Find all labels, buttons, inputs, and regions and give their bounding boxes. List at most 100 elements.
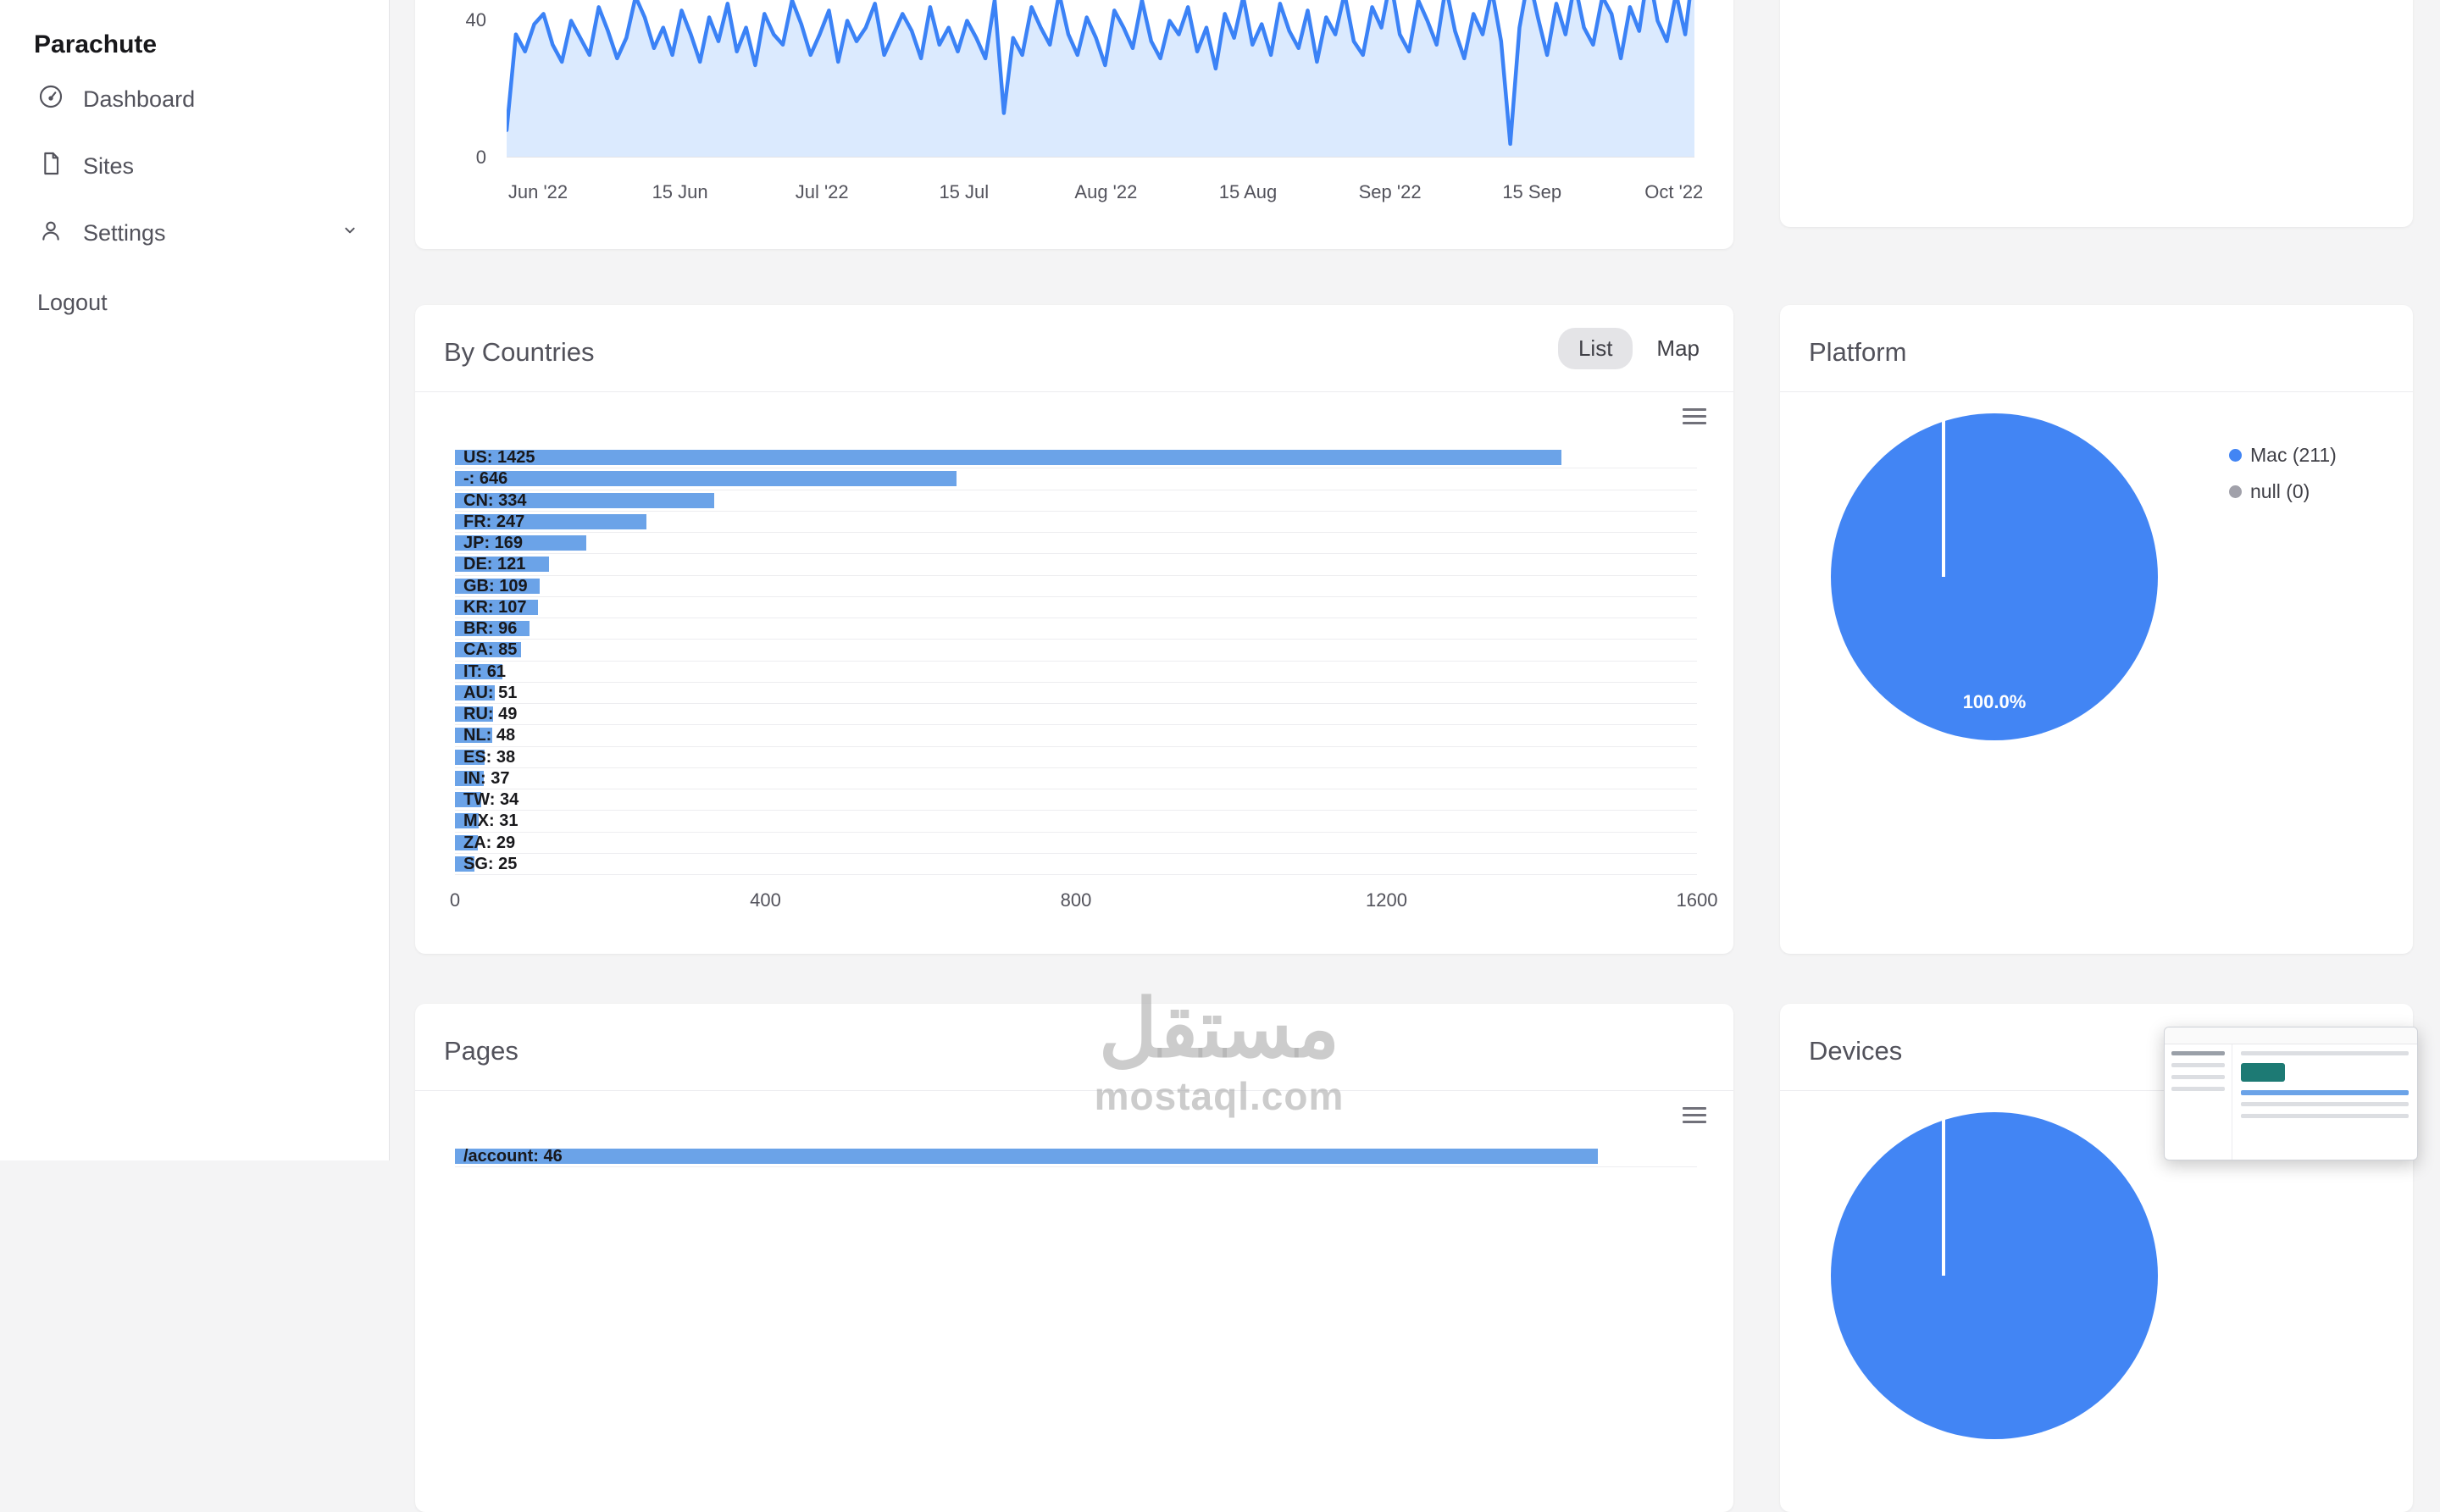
x-tick-label: 1600 <box>1676 889 1718 911</box>
x-tick-label: 15 Sep <box>1502 181 1562 202</box>
platform-legend: Mac (211) null (0) <box>2229 444 2337 517</box>
platform-pie-chart[interactable] <box>1831 413 2158 740</box>
bar <box>455 621 530 636</box>
thumbnail-main <box>2232 1044 2417 1160</box>
bar-row: CN: 334 <box>455 490 1697 512</box>
sidebar-item-label: Dashboard <box>83 86 196 112</box>
chevron-down-icon[interactable] <box>338 219 362 248</box>
x-axis-labels: Jun '22 15 Jun Jul '22 15 Jul Aug '22 15 Aug S… <box>415 181 1733 208</box>
visitors-area-chart[interactable] <box>507 0 1694 158</box>
card-title: By Countries <box>444 337 595 367</box>
x-tick-label: Aug '22 <box>1074 181 1138 202</box>
map-view-button[interactable]: Map <box>1656 335 1700 361</box>
chart-menu-icon[interactable] <box>1683 1107 1706 1127</box>
bar-label: RU: 49 <box>463 705 518 723</box>
card-header: Platform <box>1780 305 2413 392</box>
pie-slice-divider <box>1942 413 1945 577</box>
bar <box>455 770 484 786</box>
chart-menu-icon[interactable] <box>1683 408 1706 429</box>
x-tick-label: 800 <box>1060 889 1092 911</box>
bar-row: TW: 34 <box>455 789 1697 811</box>
bar <box>455 856 474 872</box>
thumbnail-body <box>2165 1044 2417 1160</box>
countries-bar-chart: US: 1425 -: 646 CN: 334 FR: 247 JP: 169 DE: 1… <box>455 447 1697 875</box>
bar-row: AU: 51 <box>455 683 1697 704</box>
brand-logo: Parachute <box>34 30 158 58</box>
bar-label: ES: 38 <box>463 747 516 767</box>
x-tick-label: Jun '22 <box>507 181 568 202</box>
bar <box>455 599 539 615</box>
card-title: Devices <box>1809 1036 1903 1066</box>
bar <box>455 513 647 529</box>
legend-label: Mac (211) <box>2250 444 2337 466</box>
bar-label: IN: 37 <box>463 768 510 788</box>
preview-thumbnail[interactable] <box>2164 1027 2418 1160</box>
bar-row: FR: 247 <box>455 512 1697 533</box>
bar-label: MX: 31 <box>463 811 518 831</box>
card-header: Devices <box>1780 1004 2413 1091</box>
main-content: 40 0 Jun '22 15 Jun Jul '22 15 Jul Aug '22 15 … <box>391 0 2440 1512</box>
bar-row: MX: 31 <box>455 811 1697 833</box>
visitors-chart-card: 40 0 Jun '22 15 Jun Jul '22 15 Jul Aug '22 15 … <box>415 0 1733 249</box>
bar-row: CA: 85 <box>455 640 1697 662</box>
x-tick-label: 0 <box>449 889 461 911</box>
top-right-card <box>1780 0 2413 227</box>
bar-row: SG: 25 <box>455 854 1697 875</box>
x-tick-label: Sep '22 <box>1358 181 1422 202</box>
bar-label: KR: 107 <box>463 597 527 617</box>
logout-button[interactable]: Logout <box>37 289 108 315</box>
bar-row: NL: 48 <box>455 725 1697 747</box>
legend-item: Mac (211) <box>2229 444 2337 467</box>
devices-pie-chart[interactable] <box>1831 1112 2158 1439</box>
card-title: Platform <box>1809 337 1907 367</box>
bar-row: ES: 38 <box>455 747 1697 768</box>
bar-label: JP: 169 <box>463 534 524 552</box>
bar-label: ZA: 29 <box>463 833 516 852</box>
sidebar: Parachute Dashboard Sites Settings Logou… <box>0 0 390 1160</box>
bar <box>455 663 502 679</box>
bar-label: TW: 34 <box>463 790 519 809</box>
bar <box>455 728 492 744</box>
bar-label: NL: 48 <box>463 726 516 745</box>
bar-label: CA: 85 <box>463 640 518 660</box>
sidebar-item-sites[interactable]: Sites <box>0 133 389 200</box>
sidebar-item-label: Sites <box>83 153 135 179</box>
bar <box>455 813 480 829</box>
bar-row: US: 1425 <box>455 447 1697 469</box>
bar-row: -: 646 <box>455 468 1697 490</box>
legend-label: null (0) <box>2250 480 2310 502</box>
bar <box>455 834 478 850</box>
sidebar-item-settings[interactable]: Settings <box>0 200 389 267</box>
bar <box>455 557 549 573</box>
y-tick-label: 40 <box>465 9 486 30</box>
bar <box>455 535 586 551</box>
bar <box>455 578 540 594</box>
bar-row: IN: 37 <box>455 768 1697 789</box>
bar <box>455 471 957 487</box>
bar <box>455 792 482 807</box>
platform-card: Platform 100.0% Mac (211) null (0) <box>1780 305 2413 954</box>
bar-label: -: 646 <box>463 469 508 489</box>
pages-card: Pages /account: 46 <box>415 1004 1733 1512</box>
card-title: Pages <box>444 1036 518 1066</box>
bar <box>455 1149 1598 1164</box>
bar-label: US: 1425 <box>463 448 535 467</box>
x-tick-label: Oct '22 <box>1644 181 1704 202</box>
user-icon <box>37 217 64 250</box>
x-tick-label: 1200 <box>1366 889 1407 911</box>
bar-row: IT: 61 <box>455 662 1697 683</box>
bar-row: JP: 169 <box>455 533 1697 555</box>
sidebar-item-dashboard[interactable]: Dashboard <box>0 66 389 133</box>
card-header: Pages <box>415 1004 1733 1091</box>
bar <box>455 749 485 765</box>
countries-x-axis: 0 400 800 1200 1600 <box>450 889 1718 915</box>
list-view-button[interactable]: List <box>1557 328 1633 369</box>
thumbnail-sidebar <box>2165 1044 2232 1160</box>
x-tick-label: Jul '22 <box>795 181 849 202</box>
x-tick-label: 15 Aug <box>1218 181 1278 202</box>
bar-row: GB: 109 <box>455 576 1697 597</box>
bar-label: BR: 96 <box>463 619 518 638</box>
bar-row: ZA: 29 <box>455 833 1697 854</box>
bar-row: BR: 96 <box>455 618 1697 640</box>
